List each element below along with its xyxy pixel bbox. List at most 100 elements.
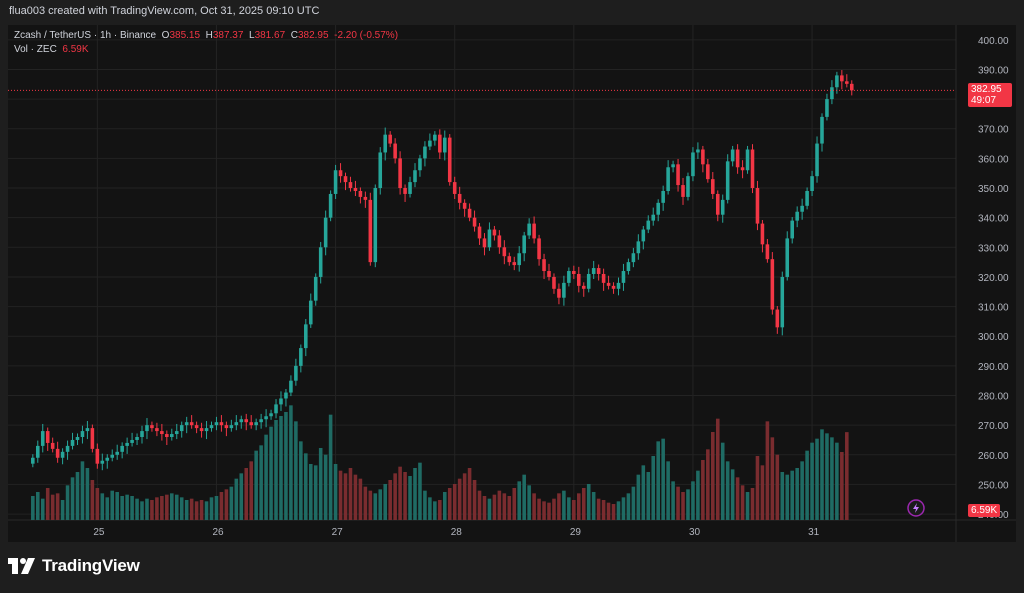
volume-bar [269, 426, 273, 520]
volume-bar [745, 492, 750, 520]
candle-body [174, 431, 179, 435]
volume-bar [567, 497, 571, 520]
symbol-title[interactable]: Zcash / TetherUS · 1h · Binance [14, 30, 157, 41]
volume-bar [646, 472, 651, 520]
candle-body [542, 259, 546, 272]
candle-body [224, 425, 229, 429]
candle-body [45, 431, 50, 443]
volume-bar [631, 486, 636, 520]
candle-body [433, 134, 437, 141]
candle-body [363, 196, 368, 200]
volume-bar [383, 484, 388, 520]
volume-bar [239, 473, 244, 520]
volume-bar [189, 498, 194, 520]
volume-bar [348, 468, 353, 520]
x-tick-label: 26 [212, 527, 224, 538]
chart-panel[interactable]: 240.00250.00260.00270.00280.00290.00300.… [8, 25, 1016, 542]
candle-body [522, 235, 526, 254]
y-tick-label: 390.00 [978, 65, 1009, 76]
volume-label[interactable]: Vol · ZEC [14, 44, 57, 55]
candle-body [567, 271, 571, 283]
close-label: C [290, 30, 298, 41]
volume-bar [542, 501, 546, 520]
volume-bar [681, 492, 685, 520]
candle-body [184, 422, 189, 426]
volume-bar [845, 432, 849, 520]
y-tick-label: 330.00 [978, 243, 1009, 254]
candle-body [517, 253, 522, 266]
volume-bar [403, 472, 407, 520]
x-tick-label: 30 [689, 527, 701, 538]
volume-bar [770, 437, 775, 520]
candle-body [462, 202, 467, 209]
chart-background [8, 25, 1016, 542]
candle-body [353, 188, 358, 191]
volume-bar [755, 456, 760, 520]
volume-bar [323, 454, 328, 520]
volume-bar [110, 490, 115, 520]
candle-body [835, 75, 839, 88]
volume-bar [398, 466, 402, 520]
volume-bar [249, 461, 253, 520]
volume-bar [299, 441, 303, 520]
change-value: -2.20 (-0.57%) [334, 30, 399, 41]
volume-bar [780, 472, 785, 520]
candle-body [725, 161, 730, 200]
volume-bar [715, 418, 720, 520]
candle-body [447, 137, 452, 183]
volume-bar [90, 480, 95, 520]
high-label: H [205, 30, 213, 41]
volume-bar [184, 500, 189, 520]
candle-body [621, 271, 626, 283]
candle-body [60, 451, 65, 458]
y-tick-label: 250.00 [978, 480, 1009, 491]
candle-body [706, 164, 710, 180]
volume-bar [130, 496, 134, 520]
candle-body [333, 170, 338, 194]
volume-bar [691, 481, 695, 520]
candle-body [572, 271, 576, 274]
open-label: O [161, 30, 170, 41]
candle-body [229, 425, 234, 429]
volume-bar [199, 500, 204, 520]
candle-body [313, 276, 318, 301]
volume-bar [830, 437, 834, 520]
volume-bar [720, 442, 725, 520]
volume-bar [433, 501, 437, 520]
volume-bar [552, 498, 556, 520]
volume-bar [750, 488, 755, 520]
candle-body [428, 140, 432, 147]
candle-body [562, 282, 566, 298]
chart-canvas[interactable]: 240.00250.00260.00270.00280.00290.00300.… [8, 25, 1016, 542]
volume-bar [686, 489, 690, 520]
volume-bar [95, 488, 100, 520]
volume-bar [840, 452, 844, 520]
volume-bar [294, 421, 298, 520]
volume-bar [701, 460, 705, 520]
candle-body [442, 137, 447, 153]
candle-body [204, 428, 209, 432]
volume-bar [596, 498, 601, 520]
volume-bar [586, 484, 591, 520]
candle-body [269, 413, 273, 417]
candle-body [581, 285, 586, 289]
candle-body [135, 437, 139, 440]
candle-body [552, 276, 556, 289]
y-tick-label: 360.00 [978, 154, 1009, 165]
volume-bar [60, 500, 65, 520]
candle-body [527, 223, 531, 236]
candle-body [130, 439, 134, 443]
candle-body [75, 437, 80, 440]
open-value: 385.15 [169, 30, 201, 41]
tradingview-logo[interactable]: TradingView [8, 556, 140, 576]
volume-bar [730, 469, 735, 520]
candle-body [254, 422, 258, 426]
candle-body [760, 223, 765, 245]
volume-bar [408, 476, 412, 520]
volume-bar [254, 450, 258, 520]
candle-body [671, 164, 675, 168]
volume-bar [711, 432, 715, 520]
candle-body [512, 262, 517, 266]
volume-bar [805, 450, 809, 520]
volume-bar [671, 481, 675, 520]
